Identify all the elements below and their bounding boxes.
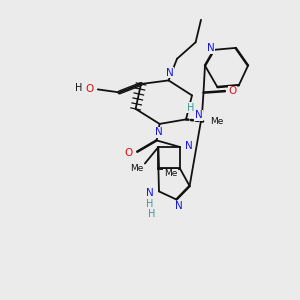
Text: N: N [155, 127, 163, 137]
Text: Me: Me [164, 169, 177, 178]
Text: N: N [207, 43, 214, 53]
Text: N: N [166, 68, 173, 78]
Text: H: H [146, 199, 154, 209]
Text: N: N [194, 110, 202, 120]
Text: O: O [229, 86, 237, 96]
Text: H: H [148, 209, 156, 219]
Text: N: N [184, 140, 192, 151]
Text: N: N [175, 201, 183, 211]
Text: Me: Me [210, 117, 224, 126]
Text: H: H [187, 103, 194, 112]
Text: N: N [146, 188, 154, 198]
Text: O: O [85, 84, 94, 94]
Text: O: O [124, 148, 133, 158]
Text: Me: Me [130, 164, 143, 173]
Text: H: H [75, 83, 82, 93]
